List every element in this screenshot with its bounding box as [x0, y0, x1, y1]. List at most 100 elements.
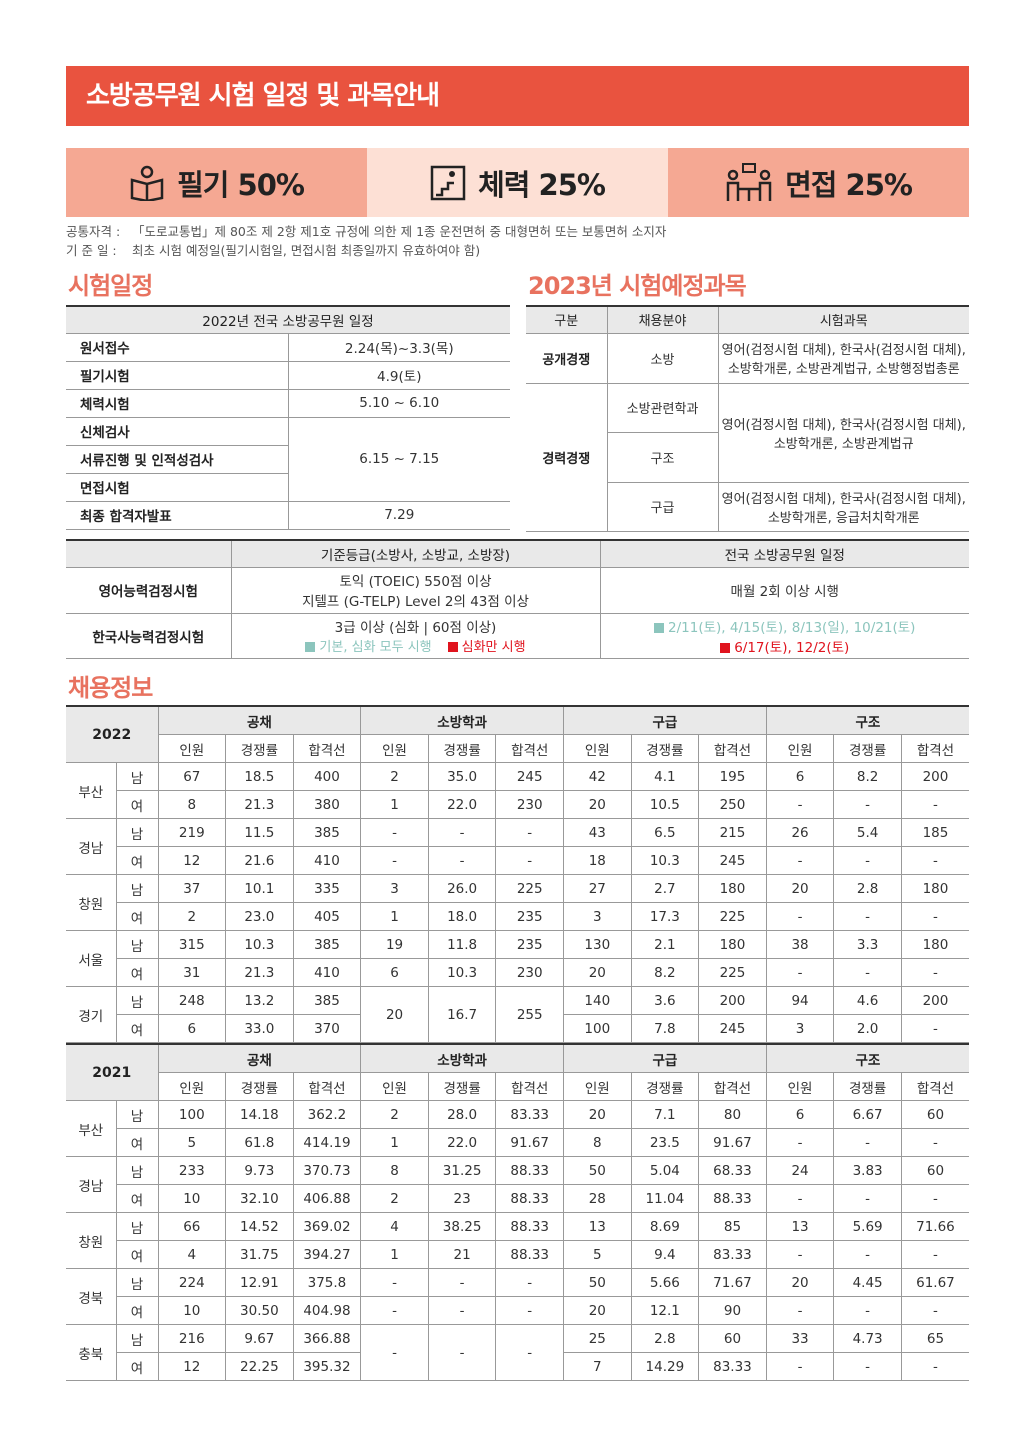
data-row: 경북 남 224 12.91 375.8- - -50 5.66 71.67 20 4.45 61.6… — [66, 1268, 970, 1325]
cell: 9.73 — [225, 1156, 294, 1185]
cell: - — [495, 1324, 564, 1381]
data-row: 창원 남 37 10.1 335 3 26.0 225 27 2.7 180 20 2.8 180 — [66, 874, 970, 931]
gender: 여 — [116, 1296, 159, 1325]
legend-item: 심화만 시행 — [447, 640, 526, 655]
note: 공통자격 : 「도로교통법」제 80조 제 2항 제1호 규정에 의한 제 1종 … — [66, 221, 666, 240]
cell: 362.2 — [292, 1100, 362, 1129]
data-row: 여 2 23.0 405 1 18.0 235 3 17.3 225- - - — [66, 902, 970, 931]
cell: 28.0 — [427, 1100, 497, 1129]
schedule-text: 2/11(토), 4/15(토), 8/13(일), 10/21(토) — [668, 619, 916, 636]
gender: 여 — [116, 1014, 159, 1043]
cell: 219 — [157, 818, 227, 847]
subject-line: 영어(검정시험 대체), 한국사(검정시험 대체), — [721, 417, 966, 433]
cell: 2.7 — [630, 874, 700, 903]
cell: 8.2 — [833, 762, 902, 791]
data-row: 경기 남 248 13.2 385 20 16.7 255 140 3.6 200 94 4.6 200 — [66, 986, 970, 1043]
weight-box: 면접 25% — [668, 148, 969, 217]
cell: 32.10 — [225, 1184, 294, 1213]
cell: 6 — [765, 762, 835, 791]
gender: 남 — [115, 818, 159, 847]
field: 소방관련학과 — [606, 382, 719, 433]
cell: 200 — [698, 986, 767, 1015]
cell: 94 — [765, 986, 835, 1015]
cell: 68.33 — [698, 1156, 767, 1185]
cell: 12.1 — [630, 1296, 700, 1325]
cell: - — [833, 1352, 902, 1381]
step: 면접시험 — [66, 472, 288, 502]
cell: 180 — [900, 874, 970, 903]
cell: 10 — [157, 1296, 227, 1325]
cell: 10 — [157, 1184, 227, 1213]
column-header: 합격선 — [292, 734, 362, 763]
data-row: 서울 남 315 10.3 385 19 11.8 235 130 2.1 180 38 3.3 180 — [66, 930, 970, 987]
cell: - — [833, 958, 902, 987]
cert-schedule: 매월 2회 이상 시행 — [599, 566, 969, 614]
legend-swatch — [720, 642, 731, 653]
cell: 215 — [698, 818, 767, 847]
cell: - — [360, 1268, 429, 1297]
cell: 255 — [495, 986, 564, 1043]
cell: 8 — [360, 1156, 429, 1185]
cell: - — [427, 818, 497, 847]
cert-name: 영어능력검정시험 — [66, 566, 232, 614]
cell: 245 — [495, 762, 564, 791]
column-header: 합격선 — [292, 1072, 362, 1101]
subject-line: 소방학개론, 소방관계법규 — [773, 436, 914, 452]
cell: 11.04 — [630, 1184, 700, 1213]
cell: 88.33 — [495, 1156, 564, 1185]
cell: 4.45 — [833, 1268, 902, 1297]
section-heading: 채용정보 — [68, 674, 153, 702]
cell: - — [495, 1296, 564, 1325]
cell: 21.3 — [225, 790, 294, 819]
region: 경남 — [66, 1156, 117, 1213]
grade: 토익 (TOEIC) 550점 이상 지텔프 (G-TELP) Level 2의 … — [230, 566, 601, 614]
cell: 38 — [765, 930, 835, 959]
cell: 88.33 — [495, 1240, 564, 1269]
data-row: 여 4 31.75 394.27 1 21 88.33 5 9.4 83.33- - - — [66, 1240, 970, 1269]
cell: 5 — [157, 1128, 227, 1157]
date: 6.15 ~ 7.15 — [287, 416, 510, 502]
cell: - — [360, 1324, 429, 1381]
cell: 225 — [698, 958, 767, 987]
data-row: 여 8 21.3 380 1 22.0 230 20 10.5 250- - - — [66, 790, 970, 819]
column-header: 시험과목 — [717, 305, 969, 334]
column-header: 경쟁률 — [630, 734, 700, 763]
cell: 6 — [360, 958, 429, 987]
cell: - — [900, 846, 970, 875]
cell: 20 — [360, 986, 429, 1043]
column-header: 합격선 — [495, 1072, 564, 1101]
cell: 369.02 — [292, 1212, 362, 1241]
cell: - — [765, 958, 835, 987]
cell: - — [360, 846, 429, 875]
exam-type: 경력경쟁 — [526, 382, 608, 532]
data-row: 여 12 21.6 410- - -18 10.3 245- - - — [66, 846, 970, 875]
cell: 1 — [360, 1128, 429, 1157]
weight-box: 필기 50% — [66, 148, 367, 217]
region: 경기 — [66, 986, 117, 1043]
cell: - — [833, 1184, 902, 1213]
cell: - — [360, 1296, 429, 1325]
cell: - — [765, 1184, 835, 1213]
cell: 404.98 — [292, 1296, 362, 1325]
icon-interview — [726, 162, 772, 201]
column-header: 경쟁률 — [630, 1072, 700, 1101]
year: 2022 — [66, 705, 159, 763]
cell: 14.18 — [225, 1100, 294, 1129]
section-heading: 2023년 시험예정과목 — [528, 272, 747, 300]
year: 2021 — [66, 1043, 159, 1101]
step: 서류진행 및 인적성검사 — [66, 444, 288, 474]
cell: - — [900, 1128, 970, 1157]
cell: 21 — [427, 1240, 497, 1269]
cell: 91.67 — [698, 1128, 767, 1157]
column-header: 구분 — [526, 305, 608, 334]
cell: 13 — [765, 1212, 835, 1241]
cell: - — [765, 1296, 835, 1325]
cell: 37 — [157, 874, 227, 903]
cell: 2 — [157, 902, 227, 931]
cell: - — [833, 902, 902, 931]
header-row: 2021 공채 소방학과 구급 구조 — [66, 1043, 970, 1101]
cell: 180 — [698, 930, 767, 959]
gender: 남 — [115, 874, 159, 903]
cell: 3 — [765, 1014, 835, 1043]
